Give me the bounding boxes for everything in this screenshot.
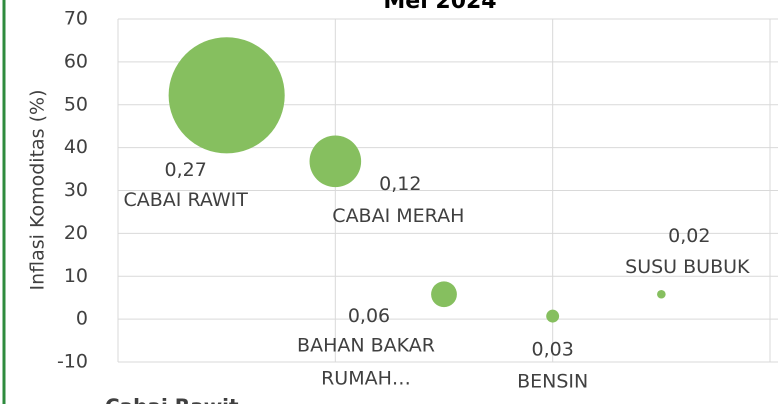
y-axis-label: Inflasi Komoditas (%) [27, 90, 49, 291]
y-tick-label: 0 [76, 308, 88, 330]
category-label: BAHAN BAKAR RUMAH… [297, 334, 435, 389]
y-tick-label: 10 [64, 265, 88, 287]
y-tick-label: -10 [57, 351, 88, 373]
footer-text: Cabai Rawit [105, 395, 239, 404]
y-tick-label: 50 [64, 93, 88, 115]
category-label: BENSIN [517, 371, 588, 393]
bubble [546, 309, 560, 323]
data-label: 0,03 [532, 339, 574, 361]
y-tick-label: 20 [64, 222, 88, 244]
bubble [168, 37, 285, 154]
category-label: CABAI MERAH [332, 205, 464, 227]
category-label: CABAI RAWIT [124, 189, 249, 211]
data-label: 0,06 [348, 305, 390, 327]
bubble [657, 289, 666, 299]
y-tick-label: 70 [64, 8, 88, 30]
y-tick-label: 40 [64, 136, 88, 158]
data-label: 0,12 [379, 173, 421, 195]
data-label: 0,27 [165, 159, 207, 181]
y-tick-label: 60 [64, 50, 88, 72]
bubble [309, 135, 362, 188]
y-tick-label: 30 [64, 179, 88, 201]
bubble [431, 281, 457, 308]
chart-title: Mei 2024 [383, 0, 496, 14]
data-label: 0,02 [668, 225, 710, 247]
category-label: SUSU BUBUK [625, 256, 750, 278]
